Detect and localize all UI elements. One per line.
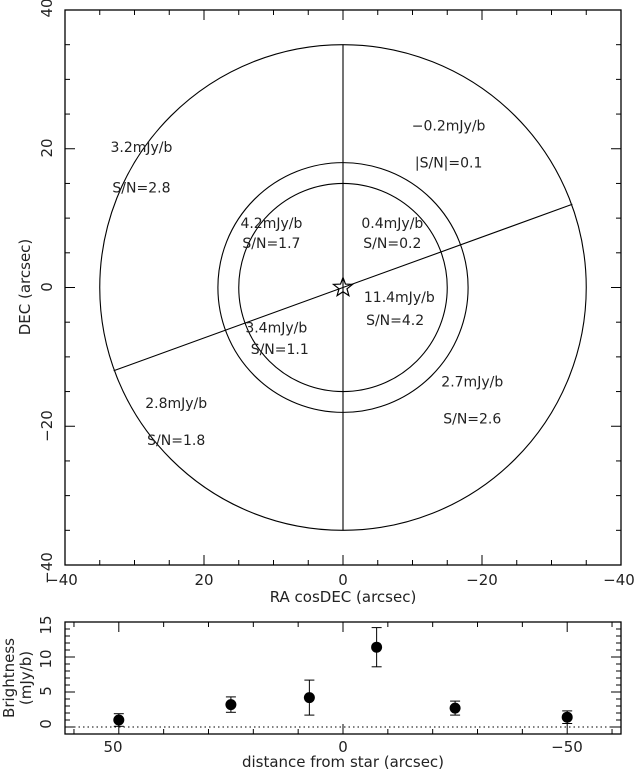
- profile-x-tick-label-0: 50: [103, 738, 122, 756]
- data-point-4: [449, 702, 461, 714]
- region-flux-label-inner-nw: 0.4mJy/b: [361, 216, 423, 232]
- region-snr-label-inner-se: S/N=1.1: [251, 342, 309, 358]
- profile-y-axis-title-line1: Brightness: [0, 638, 18, 718]
- profile-y-axis-title-line2: (mJy/b): [17, 651, 35, 705]
- map-x-tick-label-0: −40: [46, 571, 78, 589]
- profile-y-tick-label-0: 0: [37, 719, 55, 729]
- region-flux-label-inner-ne: 4.2mJy/b: [240, 216, 302, 232]
- profile-frame: [64, 621, 622, 735]
- data-point-2: [303, 692, 315, 704]
- star-icon: [331, 275, 355, 297]
- region-flux-label-outer-nw: −0.2mJy/b: [412, 119, 486, 135]
- map-x-ticks: [64, 10, 622, 565]
- map-y-axis-title: DEC (arcsec): [16, 239, 34, 336]
- sector-divider-2: [113, 203, 573, 372]
- map-y-tick-label-1: −20: [38, 410, 56, 442]
- region-flux-label-outer-sw: 2.7mJy/b: [441, 375, 503, 391]
- profile-y-tick-label-2: 10: [37, 649, 55, 668]
- region-flux-label-outer-ne: 3.2mJy/b: [110, 140, 172, 156]
- map-x-tick-label-4: −40: [603, 571, 635, 589]
- map-y-ticks: [65, 9, 621, 566]
- data-point-1: [225, 699, 237, 711]
- region-snr-label-outer-se: S/N=1.8: [147, 433, 205, 449]
- profile-x-tick-label-1: 0: [338, 738, 348, 756]
- data-point-0: [113, 714, 125, 726]
- region-snr-label-inner-sw: S/N=4.2: [366, 313, 424, 329]
- map-x-tick-label-2: 0: [338, 571, 348, 589]
- profile-y-tick-label-3: 15: [37, 615, 55, 634]
- profile-y-ticks: [65, 621, 621, 728]
- region-snr-label-outer-sw: S/N=2.6: [443, 411, 501, 427]
- profile-panel: 50 0 −50 0 5 10 15 distance from star (a…: [0, 615, 622, 771]
- map-panel: 3.2mJy/b S/N=2.8 −0.2mJy/b |S/N|=0.1 2.7mJy/…: [16, 0, 635, 606]
- region-snr-label-outer-ne: S/N=2.8: [112, 180, 170, 196]
- profile-points: [113, 627, 573, 727]
- profile-x-axis-title: distance from star (arcsec): [242, 753, 444, 771]
- data-point-5: [561, 711, 573, 723]
- profile-y-tick-label-1: 5: [37, 686, 55, 696]
- map-x-axis-title: RA cosDEC (arcsec): [270, 588, 417, 606]
- map-y-tick-label-0: −40: [38, 552, 56, 584]
- map-x-tick-label-1: 20: [194, 571, 213, 589]
- map-x-tick-label-3: −20: [466, 571, 498, 589]
- region-flux-label-inner-sw: 11.4mJy/b: [364, 290, 435, 306]
- map-geometry: [99, 44, 587, 531]
- profile-x-ticks: [73, 622, 613, 734]
- region-flux-label-inner-se: 3.4mJy/b: [245, 321, 307, 337]
- map-y-tick-label-4: 40: [38, 0, 56, 18]
- region-snr-label-outer-nw: |S/N|=0.1: [415, 155, 483, 171]
- region-flux-label-outer-se: 2.8mJy/b: [145, 396, 207, 412]
- map-region-labels: 3.2mJy/b S/N=2.8 −0.2mJy/b |S/N|=0.1 2.7mJy/…: [110, 119, 503, 449]
- profile-x-tick-label-2: −50: [551, 738, 583, 756]
- region-snr-label-inner-ne: S/N=1.7: [242, 236, 300, 252]
- region-snr-label-inner-nw: S/N=0.2: [363, 236, 421, 252]
- data-point-3: [371, 641, 383, 653]
- map-y-tick-label-3: 20: [38, 138, 56, 157]
- map-y-tick-label-2: 0: [38, 282, 56, 292]
